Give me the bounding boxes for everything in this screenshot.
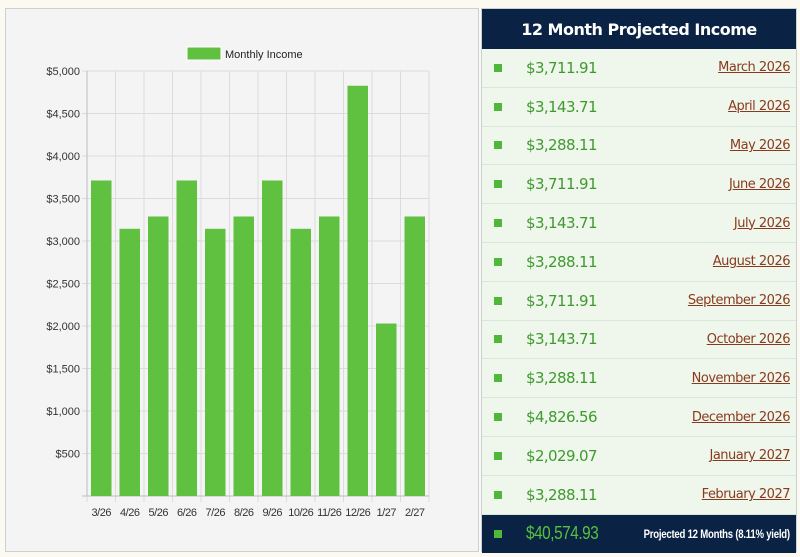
- y-tick-label: $2,500: [46, 279, 80, 291]
- y-tick-label: $4,000: [46, 151, 80, 163]
- income-row: $3,288.11 February 2027: [482, 476, 796, 515]
- row-amount: $3,711.91: [526, 291, 598, 310]
- income-row: $3,143.71 October 2026: [482, 321, 796, 360]
- x-tick-label: 5/26: [149, 507, 169, 519]
- green-square-icon: [494, 141, 502, 150]
- green-square-icon: [494, 374, 502, 383]
- month-link[interactable]: August 2026: [712, 254, 791, 270]
- income-row: $2,029.07 January 2027: [482, 437, 796, 476]
- month-link[interactable]: November 2026: [691, 370, 791, 386]
- green-square-icon: [494, 296, 502, 305]
- month-link[interactable]: July 2026: [733, 215, 791, 231]
- bar[interactable]: [205, 228, 226, 496]
- bar[interactable]: [233, 216, 255, 496]
- income-row: $3,143.71 July 2026: [482, 204, 796, 243]
- bar[interactable]: [290, 228, 312, 496]
- y-tick-label: $2,000: [46, 321, 80, 333]
- legend-swatch: [186, 46, 222, 61]
- bar[interactable]: [148, 216, 169, 496]
- y-tick-label: $500: [56, 449, 80, 461]
- month-link[interactable]: May 2026: [729, 137, 791, 153]
- bar[interactable]: [119, 228, 141, 496]
- month-link[interactable]: June 2026: [728, 176, 791, 192]
- row-amount: $3,143.71: [526, 97, 598, 116]
- total-label: Projected 12 Months (8.11% yield): [643, 526, 791, 541]
- green-square-icon: [494, 257, 502, 266]
- total-row: $40,574.93 Projected 12 Months (8.11% yi…: [482, 514, 796, 553]
- income-row: $3,711.91 September 2026: [482, 282, 796, 321]
- row-amount: $3,143.71: [526, 214, 598, 233]
- x-tick-label: 4/26: [120, 507, 140, 519]
- y-tick-label: $3,000: [46, 236, 80, 248]
- row-amount: $2,029.07: [526, 446, 598, 465]
- x-tick-label: 6/26: [177, 507, 197, 519]
- bar[interactable]: [376, 323, 397, 496]
- projected-income-panel: 12 Month Projected Income $3,711.91 Marc…: [481, 8, 797, 553]
- x-tick-label: 10/26: [288, 507, 313, 519]
- month-link[interactable]: February 2027: [701, 487, 791, 503]
- month-link[interactable]: January 2027: [709, 448, 791, 464]
- green-square-icon: [494, 180, 502, 189]
- income-row: $3,711.91 June 2026: [482, 165, 796, 205]
- bar[interactable]: [319, 216, 340, 496]
- month-link[interactable]: December 2026: [691, 409, 791, 425]
- chart-panel: $500 $1,000 $1,500 $2,000 $2,500 $3,000 $3,500…: [5, 8, 479, 552]
- month-link[interactable]: September 2026: [687, 293, 791, 309]
- panel-title: 12 Month Projected Income: [482, 9, 796, 49]
- x-tick-label: 11/26: [317, 507, 342, 519]
- total-amount: $40,574.93: [526, 523, 599, 544]
- row-amount: $3,288.11: [526, 136, 598, 155]
- bar[interactable]: [262, 180, 283, 496]
- y-tick-label: $3,500: [46, 194, 80, 206]
- row-amount: $4,826.56: [526, 408, 598, 427]
- income-row: $3,288.11 May 2026: [482, 127, 796, 166]
- green-square-icon: [494, 63, 502, 72]
- bar[interactable]: [176, 180, 198, 496]
- income-row: $3,143.71 April 2026: [482, 88, 796, 127]
- month-link[interactable]: October 2026: [706, 331, 791, 347]
- row-amount: $3,143.71: [526, 330, 598, 349]
- income-row: $3,711.91 March 2026: [482, 49, 796, 88]
- green-square-icon: [494, 335, 502, 344]
- row-amount: $3,711.91: [526, 58, 598, 77]
- bar[interactable]: [404, 216, 426, 496]
- row-amount: $3,288.11: [526, 485, 598, 504]
- green-square-icon: [494, 102, 502, 111]
- y-tick-label: $4,500: [46, 109, 80, 121]
- x-tick-label: 3/26: [92, 507, 112, 519]
- x-tick-label: 1/27: [377, 507, 397, 519]
- x-tick-label: 2/27: [405, 507, 425, 519]
- month-link[interactable]: March 2026: [718, 60, 790, 76]
- row-amount: $3,288.11: [526, 369, 598, 388]
- income-row: $3,288.11 November 2026: [482, 359, 796, 399]
- legend-label: Monthly Income: [225, 49, 303, 61]
- y-tick-label: $1,500: [46, 364, 80, 376]
- green-square-icon: [494, 529, 502, 538]
- y-tick-label: $5,000: [46, 66, 80, 78]
- bar[interactable]: [91, 180, 112, 496]
- bar[interactable]: [347, 85, 369, 496]
- green-square-icon: [494, 490, 502, 499]
- green-square-icon: [494, 219, 502, 228]
- x-tick-label: 9/26: [263, 507, 283, 519]
- row-amount: $3,711.91: [526, 175, 598, 194]
- x-tick-label: 12/26: [345, 507, 370, 519]
- green-square-icon: [494, 451, 502, 460]
- income-row: $3,288.11 August 2026: [482, 243, 796, 282]
- green-square-icon: [494, 413, 502, 422]
- income-row: $4,826.56 December 2026: [482, 398, 796, 437]
- x-tick-label: 8/26: [234, 507, 254, 519]
- x-tick-label: 7/26: [206, 507, 226, 519]
- month-link[interactable]: April 2026: [728, 99, 790, 115]
- income-bar-chart: $500 $1,000 $1,500 $2,000 $2,500 $3,000 $3,500…: [46, 46, 430, 519]
- row-amount: $3,288.11: [526, 252, 598, 271]
- y-tick-label: $1,000: [46, 406, 80, 418]
